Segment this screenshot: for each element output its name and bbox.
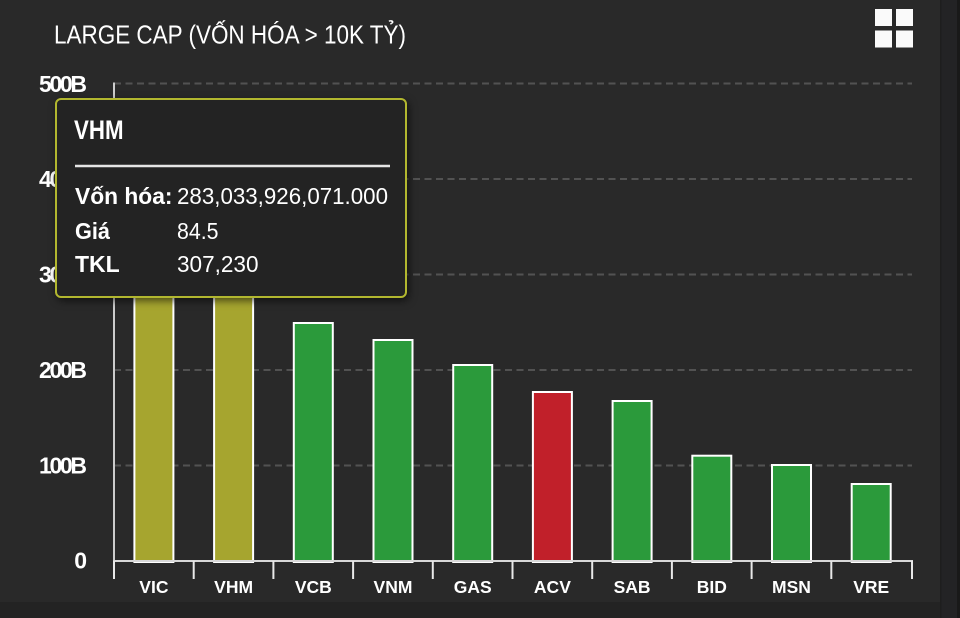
svg-text:VIC: VIC bbox=[139, 577, 169, 597]
svg-text:283,033,926,071.000: 283,033,926,071.000 bbox=[177, 183, 388, 209]
svg-text:MSN: MSN bbox=[772, 577, 811, 597]
svg-text:BID: BID bbox=[697, 577, 727, 597]
svg-text:SAB: SAB bbox=[614, 577, 651, 597]
svg-text:Vốn hóa:: Vốn hóa: bbox=[75, 183, 173, 209]
svg-text:VHM: VHM bbox=[74, 115, 124, 145]
svg-text:ACV: ACV bbox=[534, 577, 571, 597]
svg-text:TKL: TKL bbox=[75, 251, 120, 277]
svg-text:Giá: Giá bbox=[75, 218, 110, 244]
svg-text:VHM: VHM bbox=[214, 577, 253, 597]
svg-text:200B: 200B bbox=[39, 357, 87, 383]
svg-text:VNM: VNM bbox=[374, 577, 413, 597]
svg-text:0: 0 bbox=[74, 548, 87, 574]
svg-text:84.5: 84.5 bbox=[177, 218, 219, 244]
svg-text:LARGE CAP (VỐN HÓA > 10K TỶ): LARGE CAP (VỐN HÓA > 10K TỶ) bbox=[54, 20, 406, 50]
svg-text:VCB: VCB bbox=[295, 577, 332, 597]
svg-text:500B: 500B bbox=[39, 71, 87, 97]
svg-text:GAS: GAS bbox=[454, 577, 492, 597]
svg-text:307,230: 307,230 bbox=[177, 251, 259, 277]
svg-text:VRE: VRE bbox=[853, 577, 889, 597]
svg-text:100B: 100B bbox=[39, 453, 87, 479]
